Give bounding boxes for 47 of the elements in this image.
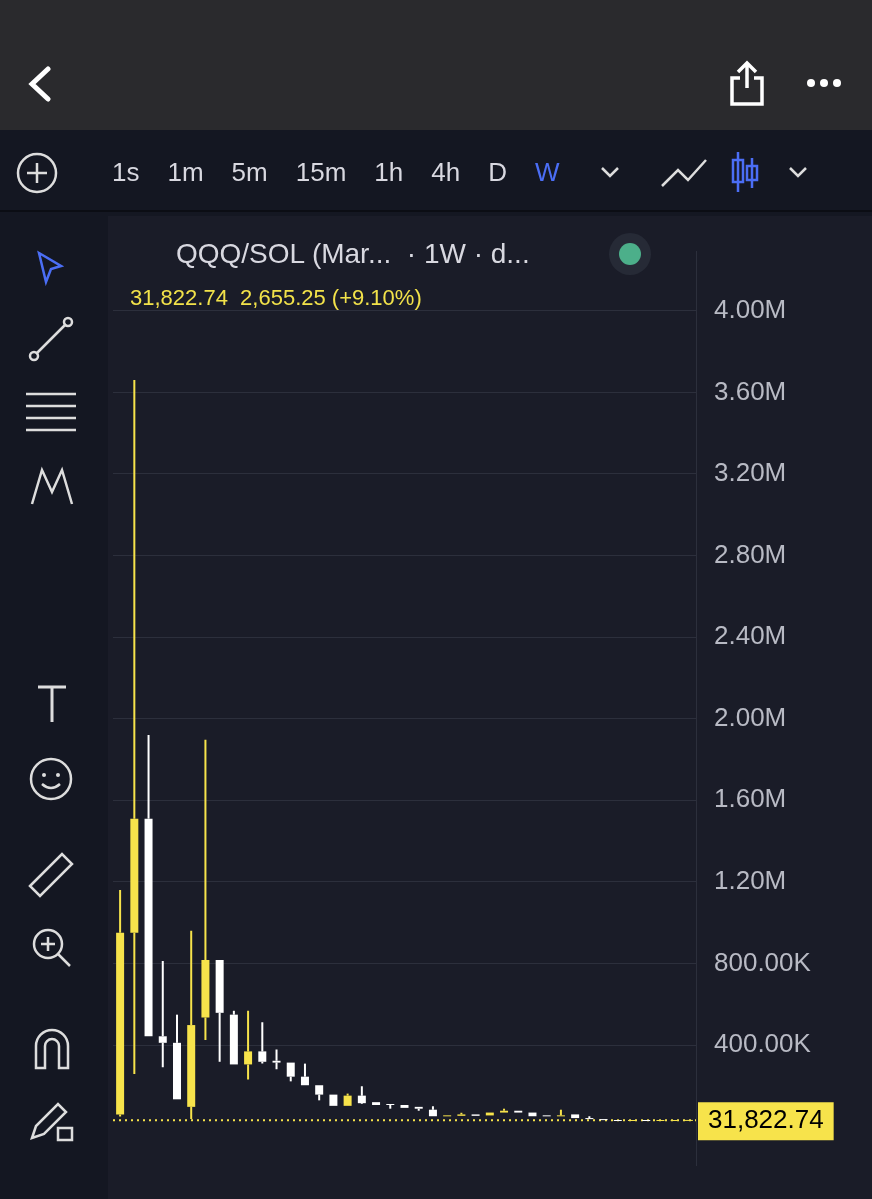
y-tick-label: 2.40M [714, 620, 787, 651]
candlestick [215, 960, 224, 1063]
y-tick-label: 4.00M [714, 293, 787, 324]
text: D [488, 157, 507, 188]
candlestick [357, 1085, 366, 1104]
candlestick [315, 1085, 324, 1102]
candlestick [244, 1009, 253, 1081]
candlestick [571, 1114, 580, 1119]
candlestick [201, 738, 210, 1041]
candlestick [272, 1048, 281, 1071]
y-tick-label: 1.20M [714, 865, 787, 896]
candlestick [300, 1062, 309, 1086]
text: W [534, 157, 560, 188]
candlestick [386, 1104, 395, 1110]
candlestick [258, 1021, 267, 1065]
candlestick [428, 1105, 437, 1117]
text: 15m [295, 157, 347, 188]
y-tick-label: 800.00K [714, 946, 812, 977]
candlestick [400, 1105, 409, 1108]
ref-line-label: 31,822.74 [708, 1104, 824, 1135]
text: 1s [112, 157, 140, 188]
candlestick [329, 1094, 338, 1106]
y-tick-label: 2.80M [714, 538, 787, 569]
candlestick [585, 1115, 594, 1120]
candlestick [514, 1110, 523, 1113]
candlestick [229, 1009, 238, 1065]
candlestick [144, 734, 153, 1037]
text: 4h [431, 157, 461, 188]
candlestick [172, 1013, 181, 1100]
y-tick-label: 3.20M [714, 457, 787, 488]
text: 31,822.74 2,655.25 (+9.10%) [130, 285, 422, 311]
candlestick [130, 379, 139, 1076]
text: 1m [167, 157, 204, 188]
candlestick [343, 1092, 352, 1106]
candlestick [372, 1102, 381, 1106]
y-tick-label: 400.00K [714, 1028, 812, 1059]
y-tick-label: 1.60M [714, 783, 787, 814]
chart-title: QQQ/SOL (Mar... · 1W · d... [176, 238, 530, 270]
y-tick-label: 2.00M [714, 701, 787, 732]
candlestick [500, 1107, 509, 1113]
text: 5m [231, 157, 268, 188]
candlestick [414, 1106, 423, 1112]
y-tick-label: 3.60M [714, 375, 787, 406]
text: 1h [374, 157, 404, 188]
candlestick [556, 1108, 565, 1117]
candlestick [158, 960, 167, 1069]
candlestick [116, 889, 125, 1118]
